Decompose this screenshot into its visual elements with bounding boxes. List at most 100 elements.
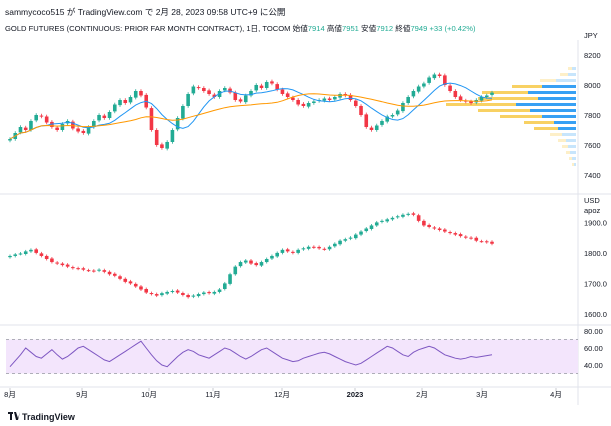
middle-candle xyxy=(191,295,196,297)
middle-y-tick-label: 1600.0 xyxy=(584,310,607,319)
middle-candle xyxy=(165,291,169,294)
middle-candle xyxy=(422,220,426,226)
main-candle xyxy=(348,94,353,100)
volume-profile-bar-down xyxy=(554,121,576,124)
main-y-tick-label: 7400 xyxy=(584,171,601,180)
middle-candle xyxy=(364,228,369,232)
main-candle xyxy=(338,94,342,98)
volume-profile-bar-down xyxy=(538,97,576,100)
middle-candle xyxy=(39,253,44,256)
middle-candle xyxy=(270,255,274,259)
middle-candle xyxy=(133,283,138,287)
middle-candle xyxy=(238,262,243,267)
main-candle xyxy=(443,75,447,85)
middle-candle xyxy=(118,276,122,279)
main-candle xyxy=(212,94,217,97)
volume-profile-bar-up xyxy=(534,127,558,130)
main-y-tick-label: 8000 xyxy=(584,81,601,90)
middle-candle xyxy=(374,222,379,226)
main-candle xyxy=(437,74,442,76)
middle-candle xyxy=(448,232,452,234)
middle-candle xyxy=(343,239,348,241)
middle-candle xyxy=(479,241,484,243)
main-candle xyxy=(380,121,384,125)
volume-profile-bar-down xyxy=(542,85,576,88)
middle-candle xyxy=(123,278,128,282)
rsi-y-tick-label: 40.00 xyxy=(584,361,603,370)
main-candle xyxy=(401,103,405,112)
main-candle xyxy=(264,82,269,88)
main-candle xyxy=(60,124,65,130)
main-ma-fast-line xyxy=(9,82,493,140)
middle-candle xyxy=(401,214,405,217)
main-candle xyxy=(254,85,259,91)
main-candle xyxy=(55,127,59,130)
main-candle xyxy=(422,83,426,87)
main-candle xyxy=(133,91,138,98)
main-candle xyxy=(128,97,133,103)
main-candle xyxy=(327,98,332,100)
author-line: sammycoco515 が TradingView.com で 2月 28, … xyxy=(5,7,286,17)
middle-candle xyxy=(432,227,437,229)
main-candle xyxy=(291,97,295,100)
middle-y-tick-label: 1700.0 xyxy=(584,279,607,288)
middle-candle xyxy=(458,234,463,237)
middle-candle xyxy=(249,260,253,264)
main-candle xyxy=(154,130,159,145)
middle-candle xyxy=(338,240,342,245)
volume-profile-bar-up xyxy=(560,73,568,76)
volume-profile-bar-up xyxy=(558,139,566,142)
x-tick-label: 2023 xyxy=(347,390,364,399)
middle-candle xyxy=(228,274,232,284)
middle-candle xyxy=(112,273,117,276)
middle-candle xyxy=(223,283,227,290)
middle-candle xyxy=(380,220,384,222)
x-tick-label: 9月 xyxy=(76,390,88,399)
middle-candle xyxy=(186,294,190,298)
main-candle xyxy=(8,139,12,141)
main-y-tick-label: 7800 xyxy=(584,111,601,120)
middle-candle xyxy=(196,294,201,297)
x-tick-label: 4月 xyxy=(550,390,562,399)
volume-profile-bar-down xyxy=(530,109,576,112)
main-candle xyxy=(86,127,91,134)
main-candle xyxy=(364,114,369,127)
main-candle xyxy=(484,95,489,97)
main-candle xyxy=(322,98,327,101)
main-candle xyxy=(296,100,300,105)
middle-candle xyxy=(327,246,332,250)
volume-profile-bar-up xyxy=(478,97,538,100)
middle-candle xyxy=(81,268,86,270)
main-candle xyxy=(92,121,96,127)
main-candle xyxy=(196,87,201,89)
middle-sub-label: apoz xyxy=(584,206,601,215)
main-candle xyxy=(312,101,316,103)
main-candle xyxy=(181,106,185,119)
volume-profile-bar-down xyxy=(542,115,576,118)
middle-candle xyxy=(469,237,473,239)
high-label: 高値 xyxy=(326,24,343,33)
middle-candle xyxy=(254,263,259,266)
middle-candle xyxy=(474,237,479,241)
volume-profile-bar-down xyxy=(572,67,576,70)
middle-candle xyxy=(385,219,390,222)
volume-profile-bar-up xyxy=(500,115,542,118)
middle-candle xyxy=(102,270,107,272)
middle-candle xyxy=(71,267,75,269)
volume-profile-bar-up xyxy=(512,85,542,88)
middle-candle xyxy=(317,246,321,249)
middle-candle xyxy=(464,236,468,238)
volume-profile-bar-up xyxy=(550,133,562,136)
main-candle xyxy=(186,94,190,106)
main-candle xyxy=(285,93,290,97)
main-candle xyxy=(238,99,243,102)
middle-candle xyxy=(44,255,49,259)
volume-profile-bar-up xyxy=(524,121,554,124)
main-candle xyxy=(76,128,80,132)
middle-candle xyxy=(312,246,316,248)
main-candle xyxy=(39,115,44,117)
main-candle xyxy=(259,85,264,88)
middle-candle xyxy=(353,234,358,239)
main-candle xyxy=(160,144,164,148)
middle-candle xyxy=(306,246,311,249)
